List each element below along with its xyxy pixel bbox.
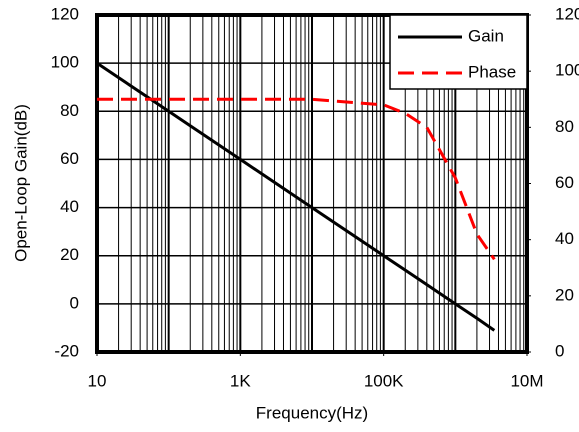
y-tick-label: 100 — [51, 53, 79, 72]
legend-label: Gain — [468, 26, 504, 45]
x-tick-label: 10 — [88, 371, 107, 390]
plot-border — [95, 13, 529, 354]
y2-tick-label: 0 — [555, 341, 564, 360]
y-tick-label: 80 — [60, 101, 79, 120]
y-tick-label: 20 — [60, 245, 79, 264]
y-tick-label: 40 — [60, 197, 79, 216]
legend-box — [389, 14, 528, 90]
legend-label: Phase — [468, 62, 516, 81]
x-tick-label: 1K — [230, 371, 251, 390]
y2-tick-label: 40 — [555, 229, 574, 248]
y-tick-label: 60 — [60, 149, 79, 168]
y-axis-label: Open-Loop Gain(dB) — [11, 104, 30, 262]
x-tick-label: 10M — [510, 371, 543, 390]
series-line — [97, 97, 496, 261]
x-axis-label: Frequency(Hz) — [256, 403, 368, 422]
y2-tick-label: 80 — [555, 117, 574, 136]
y-tick-label: 120 — [51, 4, 79, 23]
y-tick-label: -20 — [54, 341, 79, 360]
y2-tick-label: 120 — [555, 4, 579, 23]
y-tick-label: 0 — [70, 293, 79, 312]
y2-tick-label: 20 — [555, 285, 574, 304]
series-line — [96, 61, 496, 332]
y2-tick-label: 60 — [555, 173, 574, 192]
x-tick-label: 100K — [364, 371, 404, 390]
y2-tick-label: 100 — [555, 61, 579, 80]
